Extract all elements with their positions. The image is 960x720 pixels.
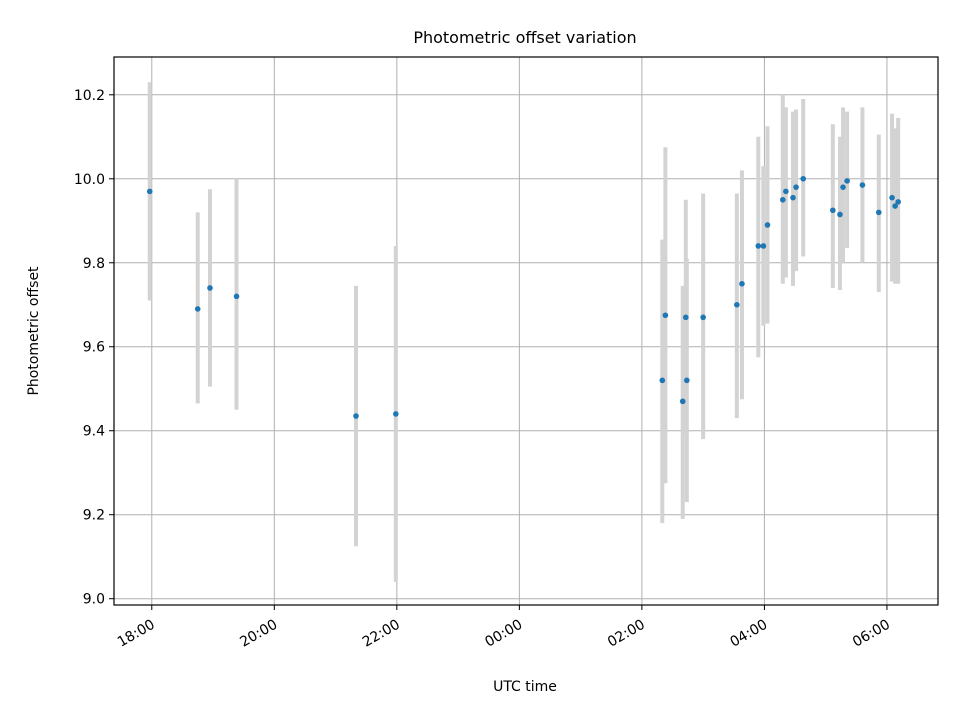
x-tick-label: 20:00 bbox=[237, 617, 280, 651]
data-point bbox=[892, 203, 898, 209]
x-tick-label: 18:00 bbox=[115, 617, 158, 651]
data-point bbox=[755, 243, 762, 249]
data-point bbox=[779, 196, 786, 203]
data-point bbox=[760, 243, 767, 249]
y-tick-label: 10.2 bbox=[74, 88, 105, 104]
y-tick-labels: 9.0 9.2 9.4 9.6 9.8 10.0 10.2 bbox=[74, 88, 105, 608]
error-bars bbox=[147, 82, 901, 582]
data-point bbox=[662, 312, 669, 319]
chart-title: Photometric offset variation bbox=[413, 28, 636, 47]
data-point bbox=[793, 184, 799, 190]
plot-frame bbox=[113, 56, 939, 606]
data-point bbox=[844, 178, 850, 184]
data-point bbox=[889, 194, 895, 201]
data-point bbox=[734, 301, 740, 308]
y-tick-label: 10.0 bbox=[74, 172, 105, 188]
data-point bbox=[659, 377, 666, 384]
x-tick-label: 22:00 bbox=[360, 617, 403, 651]
y-tick-label: 9.4 bbox=[83, 424, 105, 440]
data-point bbox=[146, 188, 153, 195]
data-point bbox=[682, 314, 689, 321]
axis-ticks bbox=[109, 94, 888, 610]
y-tick-label: 9.0 bbox=[83, 592, 105, 608]
data-point bbox=[840, 184, 846, 190]
data-point bbox=[700, 314, 706, 321]
y-axis-label: Photometric offset bbox=[26, 266, 42, 396]
data-points bbox=[146, 175, 901, 419]
x-tick-label: 06:00 bbox=[850, 617, 893, 651]
data-point bbox=[895, 199, 901, 205]
data-point bbox=[207, 285, 213, 291]
data-point bbox=[800, 175, 807, 182]
x-tick-label: 00:00 bbox=[482, 617, 525, 651]
y-tick-label: 9.8 bbox=[83, 256, 105, 272]
data-point bbox=[393, 411, 399, 417]
data-point bbox=[837, 211, 843, 218]
data-point bbox=[684, 377, 690, 384]
data-point bbox=[739, 280, 745, 287]
x-tick-label: 02:00 bbox=[605, 617, 648, 651]
x-tick-label: 04:00 bbox=[727, 617, 770, 651]
data-point bbox=[764, 222, 771, 228]
data-point bbox=[790, 194, 796, 201]
data-point bbox=[830, 207, 836, 214]
data-point bbox=[875, 209, 882, 216]
data-point bbox=[679, 398, 686, 405]
data-point bbox=[194, 306, 201, 312]
y-tick-label: 9.6 bbox=[83, 340, 105, 356]
data-point bbox=[353, 413, 359, 419]
x-axis-label: UTC time bbox=[493, 679, 557, 695]
y-tick-label: 9.2 bbox=[83, 508, 105, 524]
data-point bbox=[233, 293, 240, 300]
x-tick-labels: 18:00 20:00 22:00 00:00 02:00 04:00 06:00 bbox=[115, 617, 893, 651]
data-point bbox=[859, 182, 866, 188]
data-point bbox=[783, 188, 789, 195]
